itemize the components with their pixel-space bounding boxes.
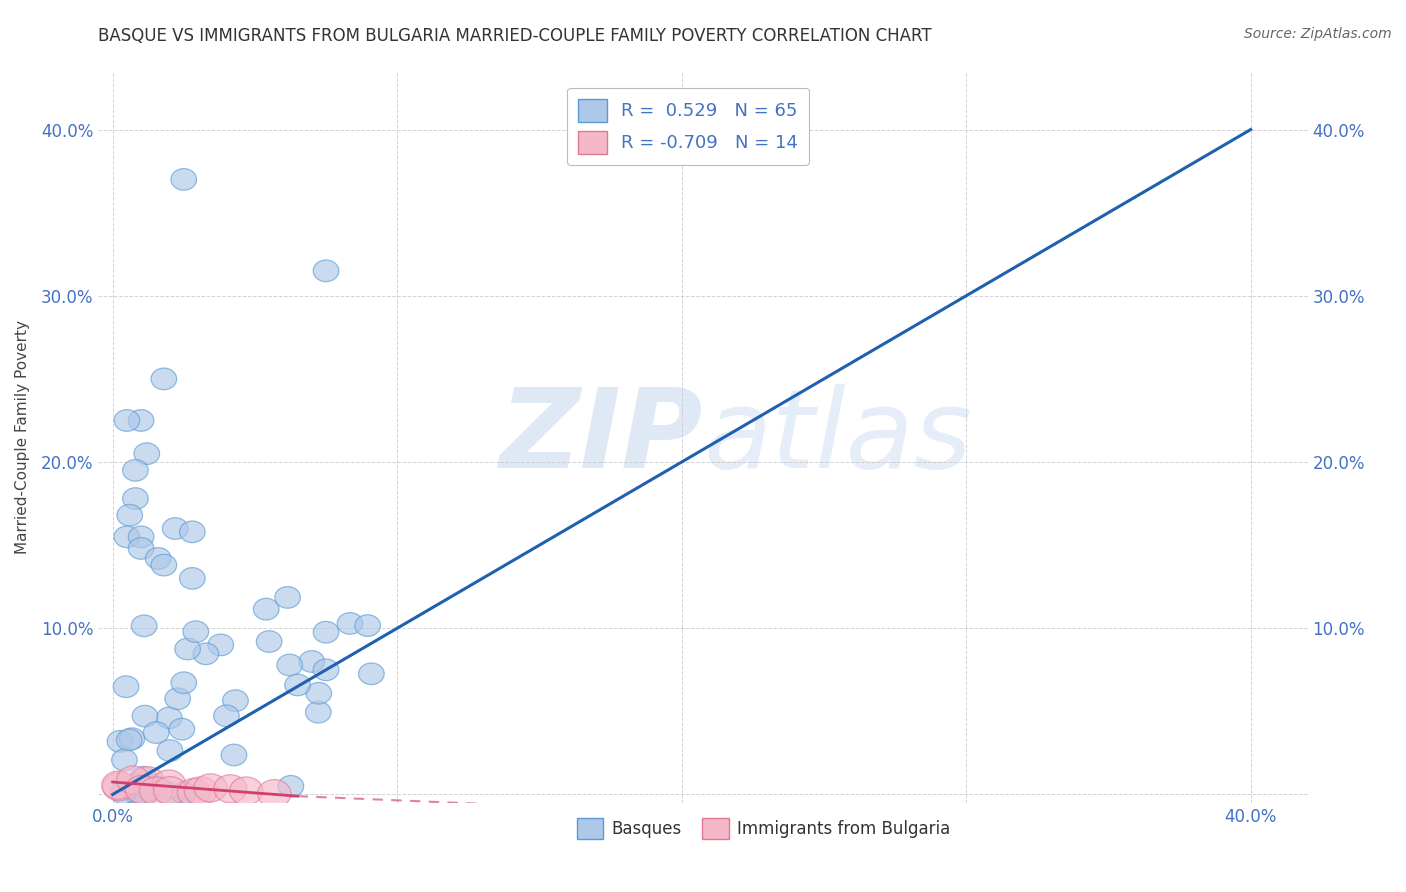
- Ellipse shape: [214, 775, 247, 803]
- Ellipse shape: [114, 526, 139, 548]
- Ellipse shape: [174, 638, 201, 660]
- Legend: Basques, Immigrants from Bulgaria: Basques, Immigrants from Bulgaria: [569, 811, 957, 846]
- Ellipse shape: [132, 706, 157, 727]
- Text: atlas: atlas: [703, 384, 972, 491]
- Ellipse shape: [103, 772, 136, 801]
- Ellipse shape: [131, 615, 157, 637]
- Ellipse shape: [172, 782, 197, 804]
- Ellipse shape: [274, 587, 301, 608]
- Ellipse shape: [277, 654, 302, 676]
- Ellipse shape: [101, 771, 135, 799]
- Ellipse shape: [194, 773, 228, 802]
- Ellipse shape: [107, 731, 132, 752]
- Ellipse shape: [114, 676, 139, 698]
- Ellipse shape: [143, 722, 169, 743]
- Ellipse shape: [128, 526, 153, 548]
- Ellipse shape: [256, 631, 283, 652]
- Ellipse shape: [180, 567, 205, 590]
- Ellipse shape: [177, 779, 211, 806]
- Ellipse shape: [314, 260, 339, 282]
- Ellipse shape: [135, 782, 160, 804]
- Ellipse shape: [278, 775, 304, 797]
- Ellipse shape: [110, 782, 135, 804]
- Ellipse shape: [229, 777, 263, 805]
- Ellipse shape: [124, 782, 149, 804]
- Ellipse shape: [122, 776, 148, 797]
- Ellipse shape: [128, 538, 153, 559]
- Ellipse shape: [253, 599, 278, 620]
- Ellipse shape: [150, 368, 177, 390]
- Ellipse shape: [138, 774, 163, 796]
- Text: Source: ZipAtlas.com: Source: ZipAtlas.com: [1244, 27, 1392, 41]
- Ellipse shape: [139, 777, 173, 805]
- Text: BASQUE VS IMMIGRANTS FROM BULGARIA MARRIED-COUPLE FAMILY POVERTY CORRELATION CHA: BASQUE VS IMMIGRANTS FROM BULGARIA MARRI…: [98, 27, 932, 45]
- Ellipse shape: [117, 729, 142, 751]
- Ellipse shape: [208, 634, 233, 656]
- Ellipse shape: [131, 766, 156, 788]
- Ellipse shape: [134, 443, 160, 465]
- Ellipse shape: [163, 517, 188, 540]
- Ellipse shape: [307, 682, 332, 704]
- Ellipse shape: [150, 554, 177, 576]
- Ellipse shape: [114, 409, 139, 431]
- Ellipse shape: [156, 707, 181, 729]
- Ellipse shape: [354, 615, 381, 636]
- Ellipse shape: [155, 782, 180, 804]
- Ellipse shape: [172, 672, 197, 693]
- Ellipse shape: [305, 701, 332, 723]
- Ellipse shape: [165, 688, 191, 709]
- Ellipse shape: [152, 770, 186, 798]
- Ellipse shape: [359, 663, 384, 684]
- Ellipse shape: [111, 749, 138, 771]
- Ellipse shape: [314, 659, 339, 681]
- Ellipse shape: [120, 728, 145, 749]
- Ellipse shape: [314, 622, 339, 643]
- Ellipse shape: [172, 169, 197, 190]
- Ellipse shape: [257, 780, 291, 807]
- Ellipse shape: [117, 766, 150, 794]
- Ellipse shape: [157, 739, 183, 762]
- Ellipse shape: [183, 621, 208, 642]
- Ellipse shape: [153, 777, 187, 805]
- Ellipse shape: [117, 504, 142, 526]
- Ellipse shape: [299, 650, 325, 673]
- Ellipse shape: [127, 782, 153, 804]
- Ellipse shape: [184, 777, 218, 805]
- Ellipse shape: [145, 548, 172, 569]
- Ellipse shape: [125, 775, 159, 804]
- Ellipse shape: [169, 718, 194, 740]
- Text: ZIP: ZIP: [499, 384, 703, 491]
- Ellipse shape: [222, 690, 249, 712]
- Ellipse shape: [124, 782, 149, 804]
- Ellipse shape: [172, 782, 197, 804]
- Ellipse shape: [131, 766, 165, 795]
- Ellipse shape: [141, 774, 166, 796]
- Ellipse shape: [285, 674, 311, 696]
- Ellipse shape: [193, 643, 219, 665]
- Ellipse shape: [134, 782, 159, 804]
- Ellipse shape: [221, 744, 247, 766]
- Ellipse shape: [124, 773, 149, 795]
- Ellipse shape: [128, 409, 153, 431]
- Ellipse shape: [337, 613, 363, 634]
- Y-axis label: Married-Couple Family Poverty: Married-Couple Family Poverty: [15, 320, 30, 554]
- Ellipse shape: [214, 705, 239, 727]
- Ellipse shape: [122, 459, 148, 481]
- Ellipse shape: [180, 521, 205, 542]
- Ellipse shape: [122, 488, 148, 509]
